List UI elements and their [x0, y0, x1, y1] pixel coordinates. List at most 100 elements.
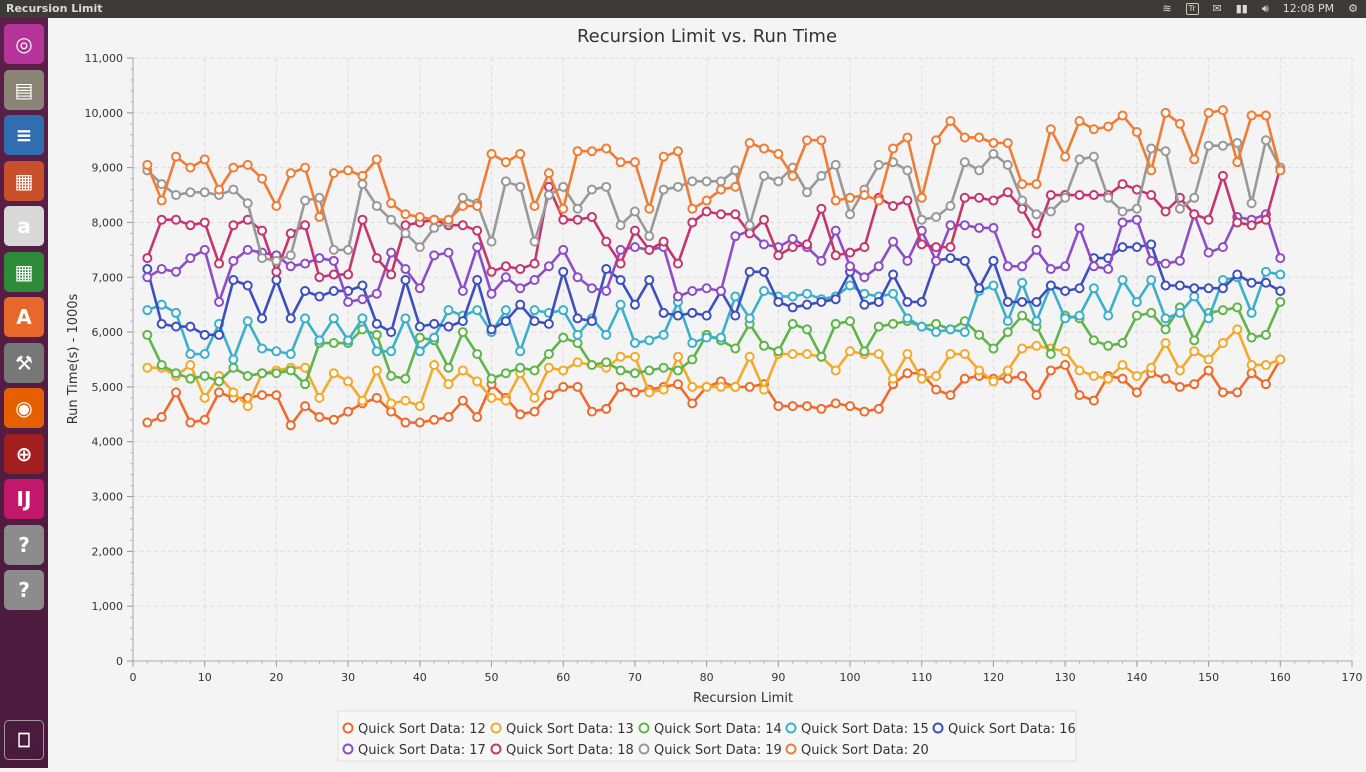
data-point: [574, 216, 582, 224]
data-point: [975, 166, 983, 174]
data-point: [789, 350, 797, 358]
writer-icon[interactable]: ≡: [4, 115, 44, 155]
battery-icon[interactable]: ▮▮: [1236, 0, 1248, 18]
legend-label[interactable]: Quick Sort Data: 13: [506, 722, 634, 737]
data-point: [344, 271, 352, 279]
ubuntu-dash-icon[interactable]: ◎: [4, 24, 44, 64]
data-point: [688, 383, 696, 391]
data-point: [330, 287, 338, 295]
data-point: [1190, 347, 1198, 355]
legend-marker: [640, 745, 649, 754]
data-point: [903, 257, 911, 265]
gear-icon[interactable]: ⚙: [1348, 0, 1358, 18]
y-tick-label: 1,000: [92, 600, 124, 613]
wifi-icon[interactable]: ≋: [1162, 0, 1171, 18]
calc-icon[interactable]: ▦: [4, 252, 44, 292]
legend-label[interactable]: Quick Sort Data: 15: [801, 722, 929, 737]
data-point: [373, 202, 381, 210]
data-point: [1104, 342, 1112, 350]
keyboard-indicator[interactable]: Tr: [1186, 3, 1199, 15]
data-point: [1061, 347, 1069, 355]
data-point: [330, 314, 338, 322]
data-point: [688, 218, 696, 226]
data-point: [760, 287, 768, 295]
x-tick-label: 110: [911, 671, 932, 684]
legend-label[interactable]: Quick Sort Data: 12: [358, 722, 486, 737]
legend-label[interactable]: Quick Sort Data: 16: [948, 722, 1076, 737]
data-point: [201, 394, 209, 402]
data-point: [330, 416, 338, 424]
data-point: [301, 402, 309, 410]
data-point: [201, 188, 209, 196]
data-point: [1076, 366, 1084, 374]
data-point: [832, 320, 840, 328]
data-point: [559, 366, 567, 374]
data-point: [373, 155, 381, 163]
data-point: [344, 408, 352, 416]
trash-icon[interactable]: ⎕: [4, 720, 44, 760]
data-point: [1018, 205, 1026, 213]
legend-label[interactable]: Quick Sort Data: 14: [654, 722, 782, 737]
settings-icon[interactable]: ⚒: [4, 343, 44, 383]
files-icon[interactable]: ▤: [4, 70, 44, 110]
data-point: [731, 383, 739, 391]
amazon-icon[interactable]: a: [4, 206, 44, 246]
impress-icon[interactable]: ▦: [4, 161, 44, 201]
data-point: [1047, 265, 1055, 273]
data-point: [1233, 158, 1241, 166]
data-point: [1032, 317, 1040, 325]
data-point: [244, 317, 252, 325]
software-center-icon[interactable]: A: [4, 297, 44, 337]
data-point: [746, 268, 754, 276]
data-point: [1076, 191, 1084, 199]
unknown-app-icon[interactable]: ?: [4, 570, 44, 610]
data-point: [430, 334, 438, 342]
data-point: [531, 260, 539, 268]
data-point: [387, 271, 395, 279]
data-point: [688, 399, 696, 407]
data-point: [1205, 109, 1213, 117]
data-point: [774, 347, 782, 355]
data-point: [1047, 191, 1055, 199]
data-point: [961, 194, 969, 202]
data-point: [617, 276, 625, 284]
data-point: [315, 336, 323, 344]
legend-label[interactable]: Quick Sort Data: 17: [358, 743, 486, 758]
legend-label[interactable]: Quick Sort Data: 19: [654, 743, 782, 758]
data-point: [746, 139, 754, 147]
data-point: [186, 375, 194, 383]
data-point: [373, 347, 381, 355]
data-point: [186, 188, 194, 196]
data-point: [1248, 369, 1256, 377]
data-point: [846, 262, 854, 270]
y-tick-label: 0: [116, 655, 123, 668]
screen-tool-icon[interactable]: ⊕: [4, 434, 44, 474]
data-point: [946, 254, 954, 262]
data-point: [315, 254, 323, 262]
data-point: [1262, 331, 1270, 339]
x-axis-label: Recursion Limit: [693, 691, 793, 706]
legend-label[interactable]: Quick Sort Data: 20: [801, 743, 929, 758]
data-point: [1219, 276, 1227, 284]
data-point: [1248, 112, 1256, 120]
data-point: [631, 207, 639, 215]
legend-label[interactable]: Quick Sort Data: 18: [506, 743, 634, 758]
data-point: [559, 383, 567, 391]
volume-icon[interactable]: 🔊︎: [1262, 0, 1269, 18]
firefox-icon[interactable]: ◉: [4, 388, 44, 428]
x-tick-label: 130: [1055, 671, 1076, 684]
data-point: [502, 369, 510, 377]
unknown-app-icon[interactable]: ?: [4, 525, 44, 565]
data-point: [358, 281, 366, 289]
data-point: [459, 397, 467, 405]
mail-icon[interactable]: ✉: [1213, 0, 1222, 18]
data-point: [932, 328, 940, 336]
data-point: [516, 301, 524, 309]
intellij-icon[interactable]: IJ: [4, 479, 44, 519]
data-point: [674, 183, 682, 191]
data-point: [330, 369, 338, 377]
data-point: [1205, 356, 1213, 364]
x-tick-label: 90: [771, 671, 785, 684]
data-point: [1032, 391, 1040, 399]
clock[interactable]: 12:08 PM: [1283, 0, 1334, 18]
